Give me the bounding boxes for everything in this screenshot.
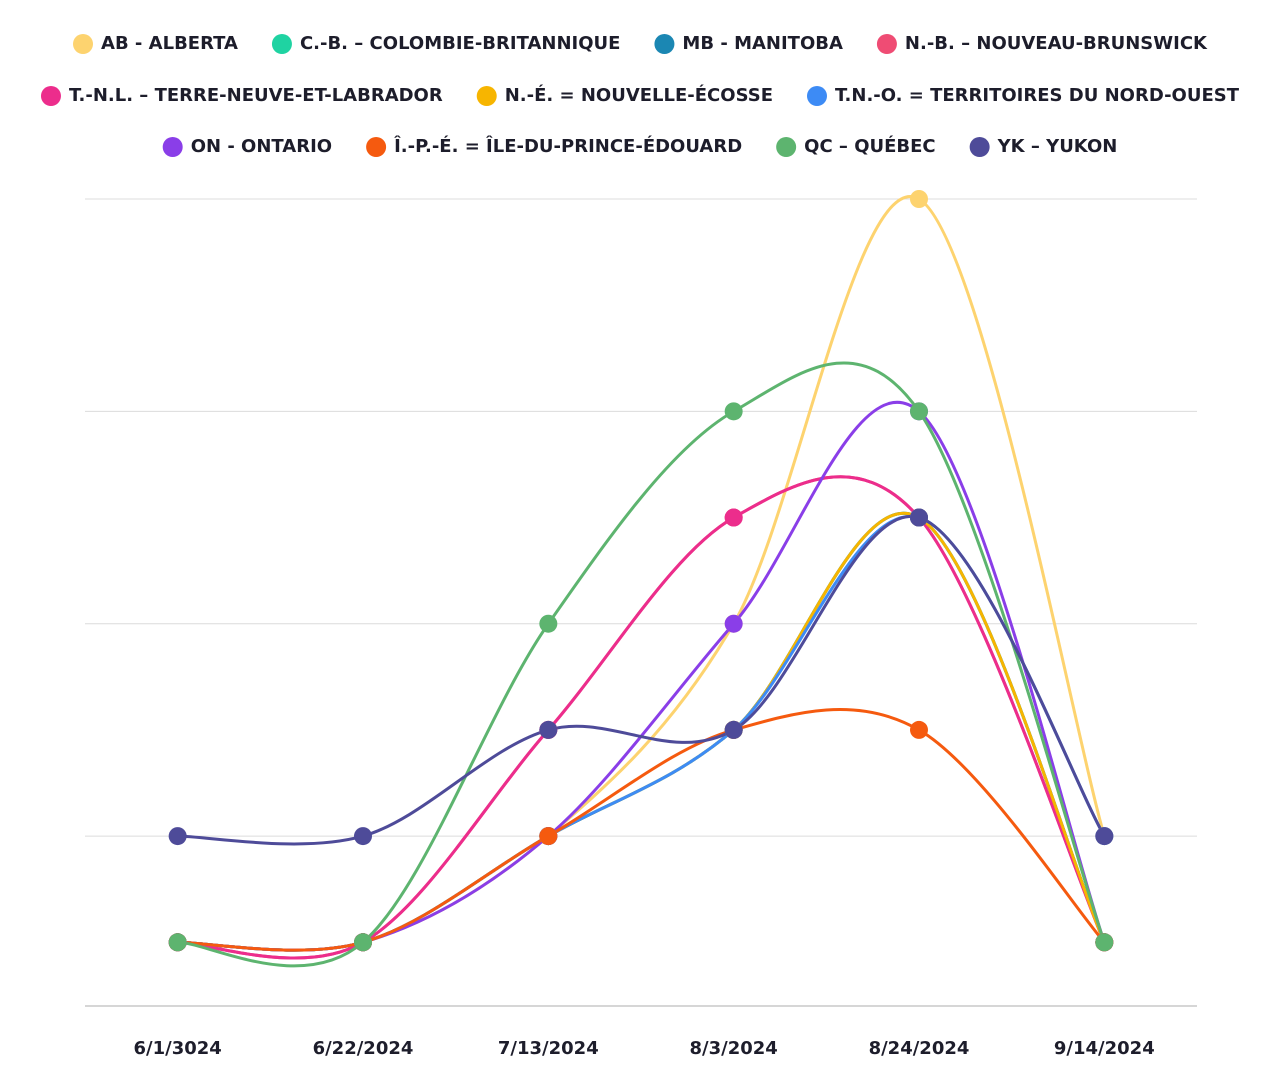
data-point — [910, 508, 928, 527]
legend-marker — [806, 86, 827, 106]
data-point — [354, 827, 372, 846]
legend-label: YK – YUKON — [997, 136, 1118, 157]
data-point — [910, 402, 928, 421]
legend-row: T.-N.L. – TERRE-NEUVE-ET-LABRADOR N.-É. =… — [40, 84, 1240, 106]
legend-label: MB - MANITOBA — [682, 33, 843, 54]
legend-row: ON - ONTARIO Î.-P.-É. = ÎLE-DU-PRINCE-ÉDO… — [162, 135, 1118, 157]
legend-marker — [271, 34, 292, 54]
legend-marker — [776, 137, 797, 157]
x-tick-label: 7/13/2024 — [498, 1038, 599, 1059]
x-tick-label: 8/3/2024 — [690, 1038, 778, 1059]
data-point — [724, 402, 743, 421]
data-point — [724, 720, 743, 739]
legend-marker — [476, 86, 497, 106]
legend-label: QC – QUÉBEC — [804, 135, 935, 157]
legend-label: AB - ALBERTA — [101, 33, 238, 54]
series-line — [177, 512, 1106, 952]
data-point — [1095, 827, 1114, 846]
legend-marker — [162, 137, 183, 157]
data-point — [168, 827, 187, 846]
legend-row: AB - ALBERTA C.-B. – COLOMBIE-BRITANNIQUE… — [73, 33, 1208, 54]
series-line — [177, 361, 1106, 968]
x-tick-label: 6/22/2024 — [313, 1038, 414, 1059]
data-point — [1095, 933, 1114, 952]
legend-marker — [876, 34, 897, 54]
data-point — [354, 933, 372, 952]
legend-label: C.-B. – COLOMBIE-BRITANNIQUE — [300, 33, 620, 54]
data-point — [168, 933, 187, 952]
legend-marker — [969, 137, 990, 157]
data-point — [539, 720, 558, 739]
series-line — [177, 475, 1106, 960]
series-line — [177, 708, 1106, 952]
legend-marker — [73, 34, 94, 54]
series-line — [177, 195, 1106, 952]
x-tick-label: 6/1/3024 — [134, 1038, 222, 1059]
data-point — [910, 720, 928, 739]
x-tick-label: 9/14/2024 — [1054, 1038, 1155, 1059]
series-line — [177, 401, 1106, 952]
legend-marker — [654, 34, 675, 54]
legend-label: N.-É. = NOUVELLE-ÉCOSSE — [505, 84, 773, 106]
data-point — [539, 614, 558, 633]
legend-marker — [366, 137, 387, 157]
legend-label: Î.-P.-É. = ÎLE-DU-PRINCE-ÉDOUARD — [394, 135, 742, 157]
data-point — [910, 190, 928, 208]
data-point — [724, 508, 743, 527]
legend-label: T.-N.L. – TERRE-NEUVE-ET-LABRADOR — [69, 85, 443, 106]
legend-label: N.-B. – NOUVEAU-BRUNSWICK — [905, 33, 1208, 54]
legend-label: ON - ONTARIO — [191, 136, 332, 157]
legend-label: T.N.-O. = TERRITOIRES DU NORD-OUEST — [835, 85, 1240, 106]
data-point — [724, 614, 743, 633]
legend-marker — [40, 86, 61, 106]
data-point — [539, 827, 558, 846]
x-tick-label: 8/24/2024 — [869, 1038, 970, 1059]
series-line — [177, 514, 1106, 846]
series-line — [177, 475, 1106, 960]
